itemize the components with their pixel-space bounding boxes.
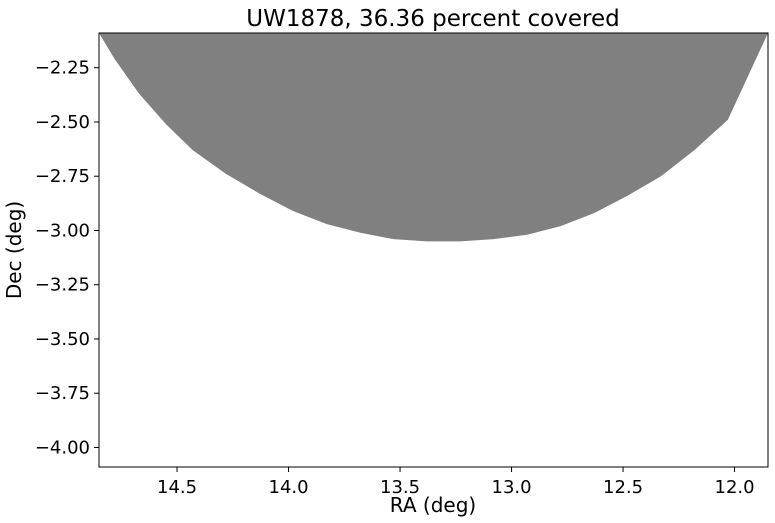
x-tick-label: 14.0 (269, 477, 309, 498)
x-tick-label: 12.0 (715, 477, 755, 498)
y-tick-label: −2.25 (35, 58, 90, 79)
x-tick-label: 13.5 (380, 477, 420, 498)
y-tick-label: −2.50 (35, 112, 90, 133)
x-tick-label: 14.5 (157, 477, 197, 498)
plot-frame (98, 32, 769, 468)
y-tick-label: −2.75 (35, 166, 90, 187)
y-tick-label: −3.25 (35, 275, 90, 296)
y-tick-label: −3.75 (35, 383, 90, 404)
x-tick-label: 13.0 (492, 477, 532, 498)
x-tick-label: 12.5 (603, 477, 643, 498)
coverage-region-0 (99, 33, 768, 242)
chart-title: UW1878, 36.36 percent covered (246, 6, 619, 32)
y-axis-label: Dec (deg) (2, 201, 26, 299)
x-axis: 14.5 14.0 13.5 13.0 12.5 12.0 (157, 467, 755, 498)
y-tick-label: −4.00 (35, 437, 90, 458)
x-axis-label: RA (deg) (390, 493, 476, 517)
y-tick-label: −3.00 (35, 220, 90, 241)
y-tick-label: −3.50 (35, 329, 90, 350)
plot-area: 14.5 14.0 13.5 13.0 12.5 12.0 −2.25 −2.50 −2.75… (35, 32, 769, 498)
y-axis: −2.25 −2.50 −2.75 −3.00 −3.25 −3.50 −3.75 −4.00 (35, 58, 99, 458)
